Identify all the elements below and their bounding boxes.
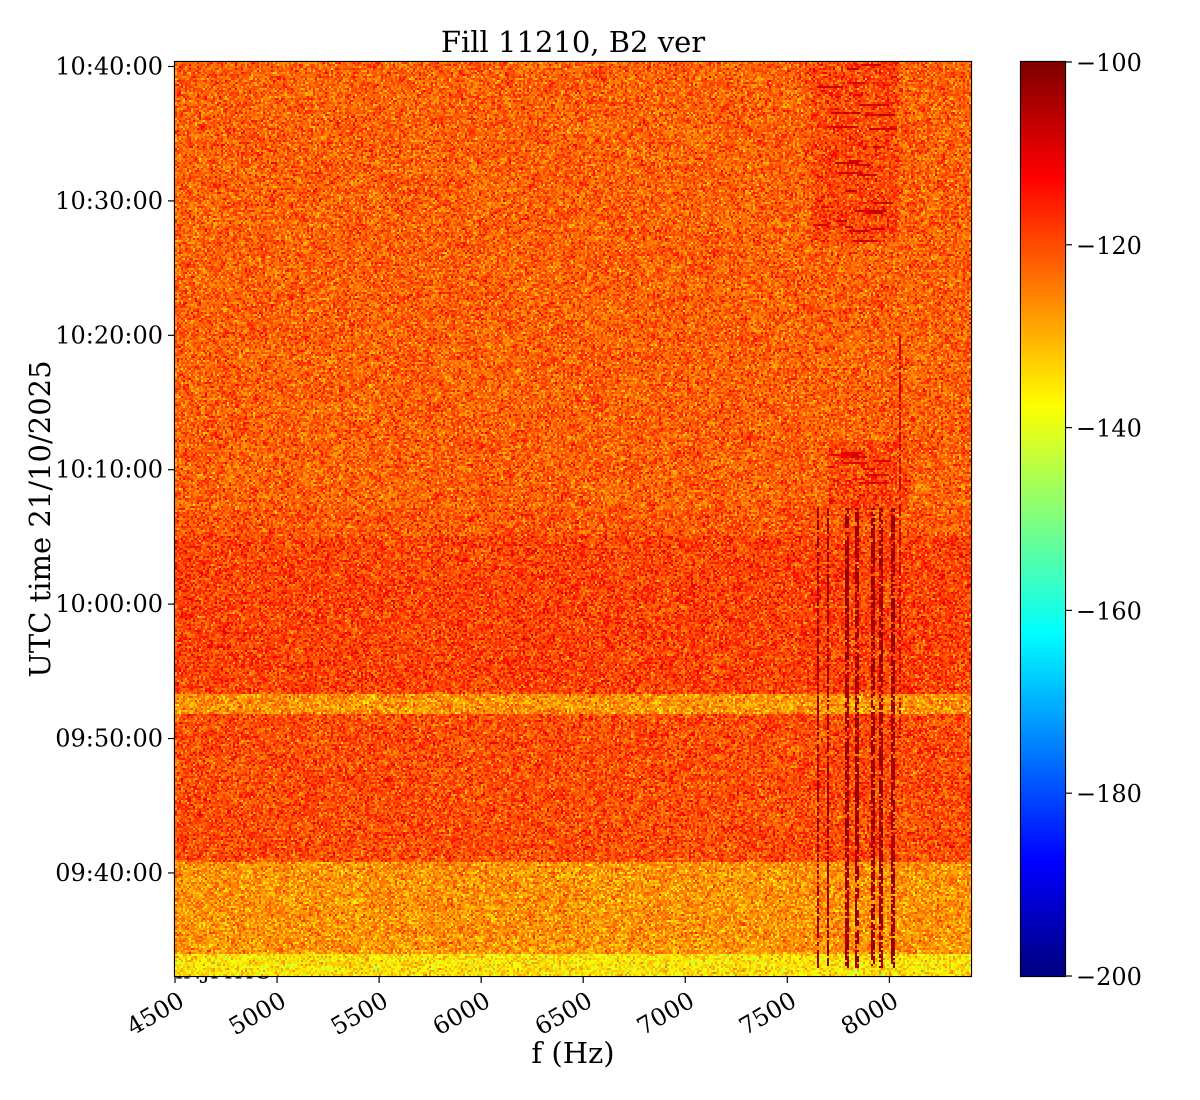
spectrogram-image xyxy=(175,62,971,976)
y-tick-label: 09:40:00 xyxy=(55,859,163,887)
colorbar-frame xyxy=(1019,60,1067,978)
colorbar-tick-label: −100 xyxy=(1076,49,1142,77)
plot-frame xyxy=(173,60,973,978)
colorbar-tick-label: −160 xyxy=(1076,597,1142,625)
colorbar-tick-label: −180 xyxy=(1076,780,1142,808)
x-tick-label: 8000 xyxy=(836,986,903,1041)
x-axis-ticks: 4500 5000 5500 6000 6500 7000 7500 8000 xyxy=(122,976,903,1041)
y-axis-ticks: 09:40:00 09:50:00 10:00:00 10:10:00 10:20:00… xyxy=(55,52,175,887)
x-tick-label: 5500 xyxy=(326,986,393,1041)
x-tick-label: 7500 xyxy=(734,986,801,1041)
y-tick-label: 10:30:00 xyxy=(55,187,163,215)
y-tick-label: 10:20:00 xyxy=(55,321,163,349)
x-tick-label: 6500 xyxy=(530,986,597,1041)
y-tick-label: 09:50:00 xyxy=(55,725,163,753)
colorbar-ticks: −200 −180 −160 −140 −120 −100 xyxy=(1065,49,1142,991)
x-tick-label: 4500 xyxy=(122,986,189,1041)
colorbar-tick-label: −140 xyxy=(1076,415,1142,443)
y-tick-label: 10:40:00 xyxy=(55,52,163,80)
x-axis-label: f (Hz) xyxy=(531,1036,614,1070)
y-tick-label: 10:00:00 xyxy=(55,590,163,618)
y-tick-label: 10:10:00 xyxy=(55,456,163,484)
colorbar-tick-label: −200 xyxy=(1076,963,1142,991)
colorbar xyxy=(1021,62,1065,976)
colorbar-tick-label: −120 xyxy=(1076,232,1142,260)
y-axis-label: UTC time 21/10/2025 xyxy=(23,360,57,677)
x-tick-label: 7000 xyxy=(632,986,699,1041)
chart-title: Fill 11210, B2 ver xyxy=(441,25,705,59)
x-tick-label: 5000 xyxy=(224,986,291,1041)
x-tick-label: 6000 xyxy=(428,986,495,1041)
